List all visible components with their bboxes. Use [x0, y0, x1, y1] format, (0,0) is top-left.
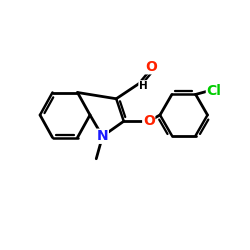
Text: H: H — [139, 81, 147, 91]
Text: Cl: Cl — [206, 84, 221, 98]
Text: O: O — [145, 60, 157, 74]
Text: O: O — [143, 114, 155, 128]
Text: N: N — [97, 129, 108, 143]
